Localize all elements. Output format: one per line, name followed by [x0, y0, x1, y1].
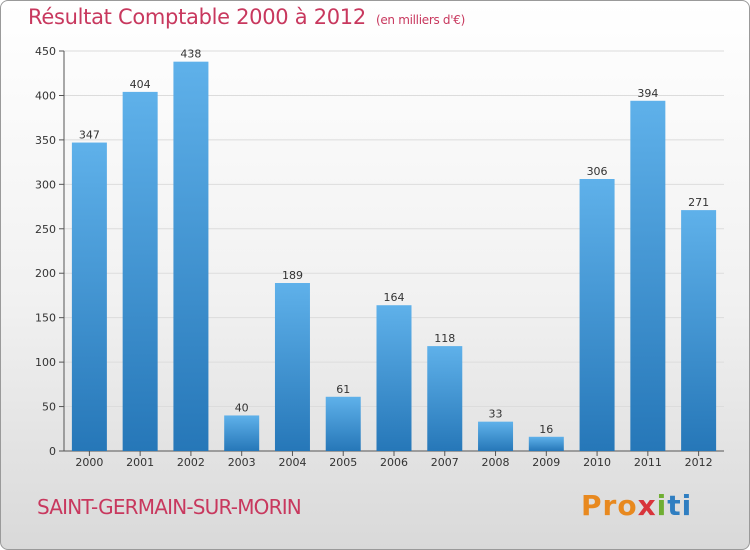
y-tick-label: 300	[35, 178, 56, 191]
x-tick-label-2008: 2008	[482, 456, 510, 469]
proxiti-logo: Proxiti	[581, 489, 692, 522]
x-tick-label-2006: 2006	[380, 456, 408, 469]
logo-part-i: i	[656, 489, 668, 522]
y-tick-label: 50	[42, 401, 56, 414]
bar-2000	[71, 142, 107, 452]
data-label-2005: 61	[336, 383, 350, 396]
data-label-2008: 33	[489, 408, 503, 421]
data-label-2001: 404	[130, 78, 151, 91]
data-label-2000: 347	[79, 129, 100, 142]
chart-title: Résultat Comptable 2000 à 2012 (en millie…	[28, 5, 465, 29]
x-tick-label-2001: 2001	[126, 456, 154, 469]
bar-2012	[681, 210, 717, 451]
commune-name: SAINT-GERMAIN-SUR-MORIN	[37, 495, 302, 519]
data-label-2011: 394	[637, 87, 658, 100]
bar-2008	[478, 421, 514, 451]
data-label-2002: 438	[180, 48, 201, 61]
data-label-2003: 40	[235, 401, 249, 414]
bar-2011	[630, 100, 666, 452]
y-tick-label: 350	[35, 134, 56, 147]
data-label-2006: 164	[384, 291, 405, 304]
y-tick-label: 150	[35, 312, 56, 325]
x-tick-label-2012: 2012	[685, 456, 713, 469]
x-tick-label-2010: 2010	[583, 456, 611, 469]
bar-2004	[274, 283, 310, 451]
x-tick-label-2005: 2005	[329, 456, 357, 469]
bar-2006	[376, 305, 412, 451]
bar-2003	[224, 415, 260, 451]
x-tick-label-2003: 2003	[228, 456, 256, 469]
y-tick-label: 0	[49, 445, 56, 458]
logo-part-x: x	[637, 489, 657, 522]
bar-2002	[173, 61, 209, 452]
data-label-2010: 306	[587, 165, 608, 178]
data-label-2004: 189	[282, 269, 303, 282]
bar-2009	[528, 436, 564, 451]
bar-2005	[325, 396, 361, 451]
data-label-2012: 271	[688, 196, 709, 209]
bar-2010	[579, 179, 615, 451]
y-tick-label: 100	[35, 356, 56, 369]
chart-subtitle: (en milliers d'€)	[375, 13, 465, 27]
y-tick-label: 450	[35, 45, 56, 58]
bar-2007	[427, 346, 463, 451]
x-tick-label-2009: 2009	[532, 456, 560, 469]
data-label-2007: 118	[434, 332, 455, 345]
x-tick-label-2002: 2002	[177, 456, 205, 469]
y-tick-label: 250	[35, 223, 56, 236]
y-tick-label: 400	[35, 89, 56, 102]
chart-title-text: Résultat Comptable 2000 à 2012	[28, 5, 366, 29]
logo-part-pro: Pro	[581, 489, 638, 522]
bar-2001	[122, 91, 158, 451]
x-tick-label-2004: 2004	[278, 456, 306, 469]
x-tick-label-2000: 2000	[75, 456, 103, 469]
x-tick-label-2007: 2007	[431, 456, 459, 469]
data-label-2009: 16	[539, 423, 553, 436]
logo-part-ti: ti	[667, 489, 693, 522]
y-tick-label: 200	[35, 267, 56, 280]
x-tick-label-2011: 2011	[634, 456, 662, 469]
